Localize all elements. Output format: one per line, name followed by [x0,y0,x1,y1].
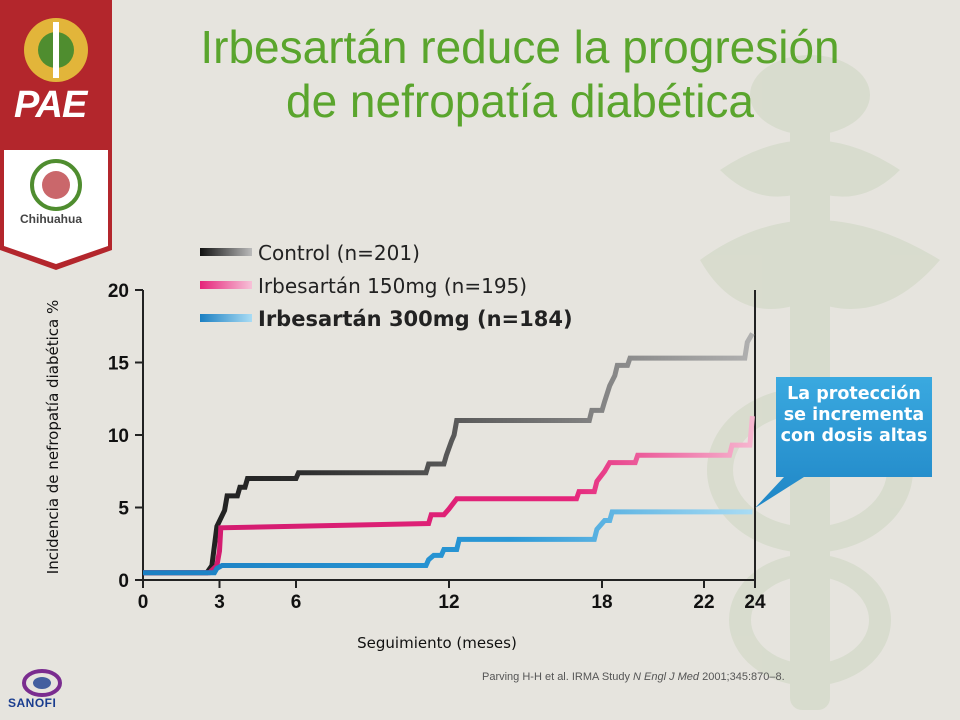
y-tick-label: 10 [108,426,129,447]
legend-swatch [200,314,252,322]
y-tick-label: 20 [108,281,129,302]
legend-label: Control (n=201) [258,241,420,265]
slide-title: Irbesartán reduce la progresión de nefro… [150,20,890,128]
y-tick-label: 5 [118,499,129,520]
legend-label: Irbesartán 300mg (n=184) [258,307,573,331]
pae-logo-text: PAE [14,84,87,126]
x-tick-label: 24 [744,592,766,613]
series-line [143,509,753,576]
title-line-1: Irbesartán reduce la progresión [200,21,840,73]
series-line [143,415,755,576]
title-line-2: de nefropatía diabética [285,75,755,127]
y-tick-label: 15 [108,354,130,375]
callout-box [755,377,932,508]
legend-swatch [200,248,252,256]
sanofi-logo-text: SANOFI [8,696,57,710]
citation-details: 2001;345:870–8. [699,671,785,683]
x-axis-label: Seguimiento (meses) [357,634,517,652]
x-tick-label: 22 [693,592,714,613]
chihuahua-logo-text: Chihuahua [20,212,82,226]
citation-journal: N Engl J Med [633,671,700,683]
x-tick-label: 6 [291,592,302,613]
x-tick-label: 18 [591,592,612,613]
x-tick-label: 0 [138,592,149,613]
callout-text: La protección se incrementa con dosis al… [776,384,932,447]
callout-line-3: con dosis altas [780,426,928,446]
x-tick-label: 12 [438,592,459,613]
pae-logo-banner [0,0,112,270]
legend-swatch [200,281,252,289]
citation: Parving H-H et al. IRMA Study N Engl J M… [482,671,785,683]
callout-line-2: se incrementa [783,405,925,425]
y-tick-label: 0 [118,571,129,592]
callout-line-1: La protección [787,384,921,404]
series-line [143,332,755,576]
x-tick-label: 3 [214,592,225,613]
citation-authors: Parving H-H et al. IRMA Study [482,671,633,683]
legend-label: Irbesartán 150mg (n=195) [258,274,527,298]
sanofi-logo-icon [22,669,62,697]
y-axis-label: Incidencia de nefropatía diabética % [44,300,62,574]
